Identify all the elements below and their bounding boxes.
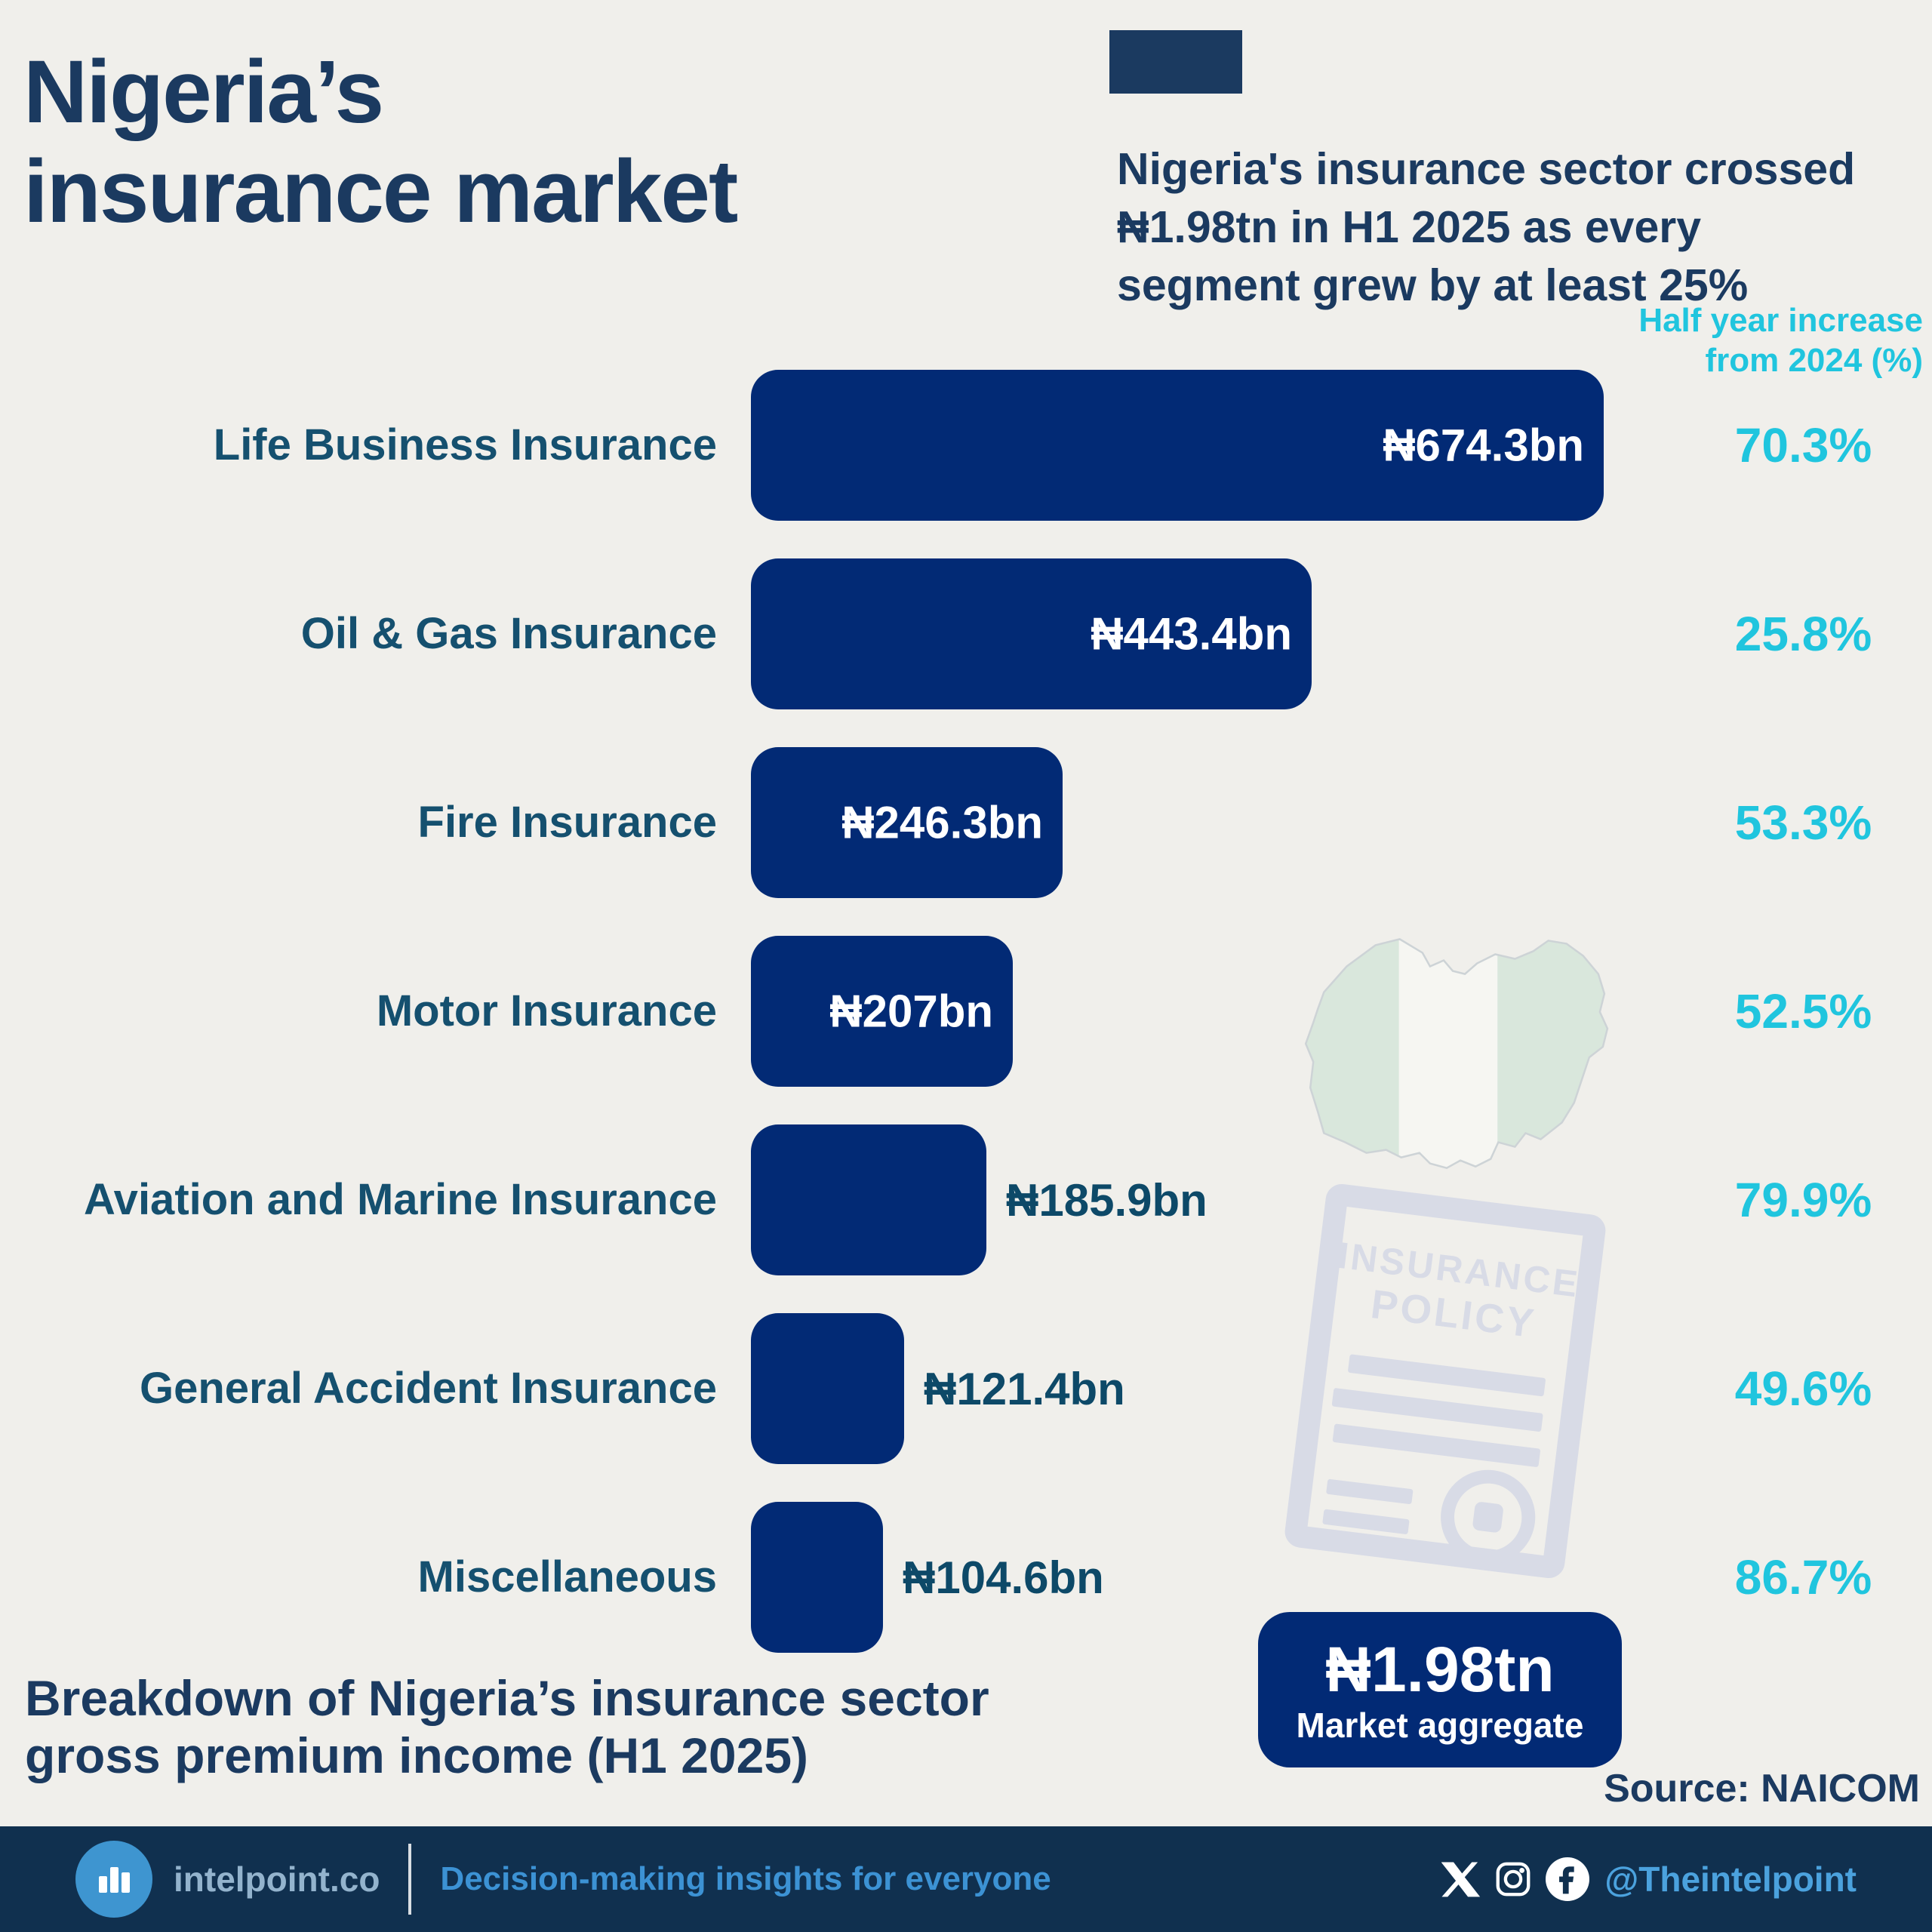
market-aggregate-badge: ₦1.98tn Market aggregate: [1258, 1612, 1622, 1767]
category-label: Aviation and Marine Insurance: [83, 1174, 717, 1224]
aggregate-label: Market aggregate: [1296, 1706, 1584, 1745]
bar-track: ₦207bn ₦207bn: [751, 936, 1668, 1087]
bar-track: ₦674.3bn ₦674.3bn: [751, 370, 1668, 521]
value-label: ₦207bn: [829, 986, 993, 1037]
bar-track: ₦104.6bn ₦104.6bn: [751, 1502, 1668, 1653]
source-credit: Source: NAICOM: [1604, 1767, 1920, 1810]
caption-line1: Breakdown of Nigeria’s insurance sector: [25, 1670, 989, 1726]
percent-label: 70.3%: [1734, 418, 1872, 472]
value-label: ₦104.6bn: [903, 1552, 1104, 1603]
value-label: ₦246.3bn: [841, 797, 1043, 848]
percent-column-header: Half year increase from 2024 (%): [1638, 300, 1923, 380]
bar-track: ₦185.9bn ₦185.9bn: [751, 1124, 1668, 1275]
category-label: General Accident Insurance: [139, 1363, 717, 1413]
x-icon: [1441, 1862, 1481, 1897]
bar-chart-icon: [99, 1867, 130, 1893]
category-label: Miscellaneous: [417, 1552, 717, 1601]
chart-row-aviation-marine: Aviation and Marine Insurance ₦185.9bn ₦…: [0, 1106, 1932, 1294]
headline-line3: segment grew by at least 25%: [1117, 260, 1749, 310]
headline-line1: Nigeria's insurance sector crossed: [1117, 144, 1856, 194]
percent-label: 53.3%: [1734, 795, 1872, 850]
insurance-policy-watermark: INSURANCE POLICY: [1284, 1183, 1606, 1579]
percent-label: 86.7%: [1734, 1550, 1872, 1604]
brand-name: intelpoint.co: [174, 1860, 380, 1899]
percent-label: 25.8%: [1734, 607, 1872, 661]
category-label: Life Business Insurance: [213, 420, 717, 469]
chart-row-fire: Fire Insurance ₦246.3bn ₦246.3bn 53.3%: [0, 728, 1932, 917]
aggregate-value: ₦1.98tn: [1325, 1634, 1555, 1705]
bar-fire: ₦246.3bn: [751, 747, 1063, 898]
bar-chart: Life Business Insurance ₦674.3bn ₦674.3b…: [0, 351, 1932, 1672]
value-label: ₦443.4bn: [1091, 608, 1292, 660]
percent-label: 52.5%: [1734, 984, 1872, 1038]
footer-tagline: Decision-making insights for everyone: [440, 1860, 1051, 1897]
percent-label: 49.6%: [1734, 1361, 1872, 1416]
chart-row-life: Life Business Insurance ₦674.3bn ₦674.3b…: [0, 351, 1932, 540]
category-label: Motor Insurance: [376, 986, 717, 1035]
value-label: ₦185.9bn: [1006, 1174, 1208, 1226]
caption-line2: gross premium income (H1 2025): [25, 1727, 809, 1783]
policy-seal-icon: [1441, 1469, 1536, 1564]
intelpoint-logo: [75, 1841, 152, 1918]
bar-life: ₦674.3bn: [751, 370, 1604, 521]
footer-bar: intelpoint.co Decision-making insights f…: [0, 1826, 1932, 1932]
percent-header-line2: from 2024 (%): [1705, 342, 1923, 379]
instagram-icon: [1496, 1862, 1531, 1897]
bar-general-accident: ₦121.4bn: [751, 1313, 904, 1464]
chart-caption: Breakdown of Nigeria’s insurance sector …: [25, 1669, 989, 1784]
headline-line2: ₦1.98tn in H1 2025 as every: [1117, 202, 1702, 252]
percent-header-line1: Half year increase: [1638, 302, 1923, 339]
bar-track: ₦443.4bn ₦443.4bn: [751, 558, 1668, 709]
headline: Nigeria's insurance sector crossed ₦1.98…: [1117, 140, 1932, 315]
bar-aviation-marine: ₦185.9bn: [751, 1124, 986, 1275]
bar-track: ₦246.3bn ₦246.3bn: [751, 747, 1668, 898]
bar-motor: ₦207bn: [751, 936, 1013, 1087]
social-handle: @Theintelpoint: [1604, 1860, 1857, 1899]
category-label: Oil & Gas Insurance: [300, 608, 717, 658]
page-title-line2: insurance market: [23, 142, 738, 242]
chart-row-oil-gas: Oil & Gas Insurance ₦443.4bn ₦443.4bn 25…: [0, 540, 1932, 728]
value-label: ₦121.4bn: [924, 1363, 1125, 1414]
facebook-icon: [1546, 1857, 1590, 1901]
nigeria-map-watermark: [1304, 938, 1609, 1170]
page-title-line1: Nigeria’s: [23, 42, 384, 142]
chart-row-general-accident: General Accident Insurance ₦121.4bn ₦121…: [0, 1294, 1932, 1483]
accent-rectangle: [1109, 30, 1242, 94]
category-label: Fire Insurance: [417, 797, 717, 847]
chart-row-miscellaneous: Miscellaneous ₦104.6bn ₦104.6bn 86.7%: [0, 1483, 1932, 1672]
chart-row-motor: Motor Insurance ₦207bn ₦207bn 52.5%: [0, 917, 1932, 1106]
page-title: Nigeria’s insurance market: [23, 42, 738, 242]
flag-white-center: [1398, 939, 1498, 1168]
percent-label: 79.9%: [1734, 1173, 1872, 1227]
value-label: ₦674.3bn: [1383, 420, 1584, 471]
bar-track: ₦121.4bn ₦121.4bn: [751, 1313, 1668, 1464]
bar-miscellaneous: ₦104.6bn: [751, 1502, 883, 1653]
social-links: @Theintelpoint: [1441, 1857, 1857, 1901]
bar-oil-gas: ₦443.4bn: [751, 558, 1312, 709]
footer-divider: [408, 1844, 412, 1915]
